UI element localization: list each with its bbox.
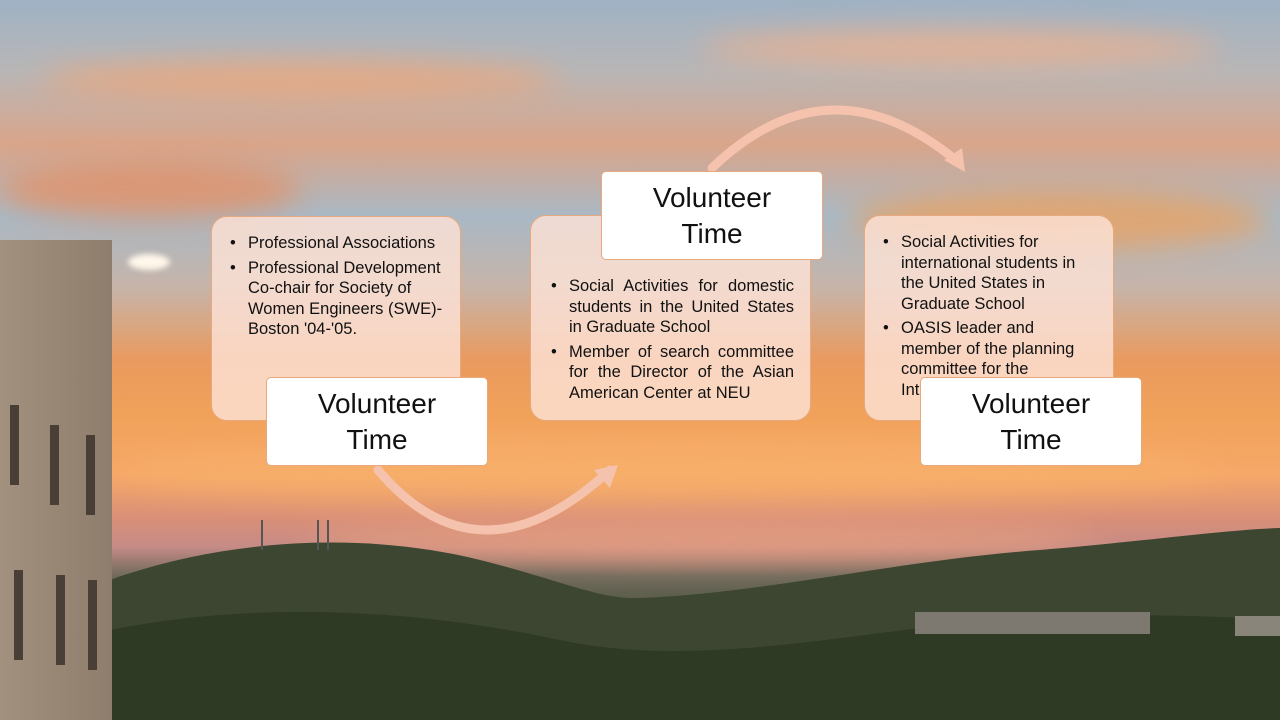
building-window xyxy=(14,570,23,660)
list-item: Professional Associations xyxy=(230,233,446,254)
stage-3-label: Volunteer Time xyxy=(920,377,1142,466)
stage-2-list: Social Activities for domestic students … xyxy=(547,276,794,403)
list-item: Member of search committee for the Direc… xyxy=(551,342,794,404)
hills-silhouette xyxy=(110,520,1280,720)
stage-3-list: Social Activities for international stud… xyxy=(879,232,1099,400)
list-item: Social Activities for international stud… xyxy=(883,232,1099,314)
building-window xyxy=(88,580,97,670)
list-item: Social Activities for domestic students … xyxy=(551,276,794,338)
building-window xyxy=(10,405,19,485)
building-window xyxy=(86,435,95,515)
cloud xyxy=(700,30,1220,66)
building-window xyxy=(50,425,59,505)
building-window xyxy=(56,575,65,665)
stage-1-list: Professional Associations Professional D… xyxy=(226,233,446,340)
cloud xyxy=(0,160,300,220)
sun-glare xyxy=(128,254,170,270)
building xyxy=(0,240,112,720)
stage-2-label: Volunteer Time xyxy=(601,171,823,260)
stage-1-label: Volunteer Time xyxy=(266,377,488,466)
list-item: Professional Development Co-chair for So… xyxy=(230,258,446,340)
stage-1-card: Professional Associations Professional D… xyxy=(211,216,461,421)
cloud xyxy=(40,60,560,100)
list-item: OASIS leader and member of the planning … xyxy=(883,318,1099,400)
